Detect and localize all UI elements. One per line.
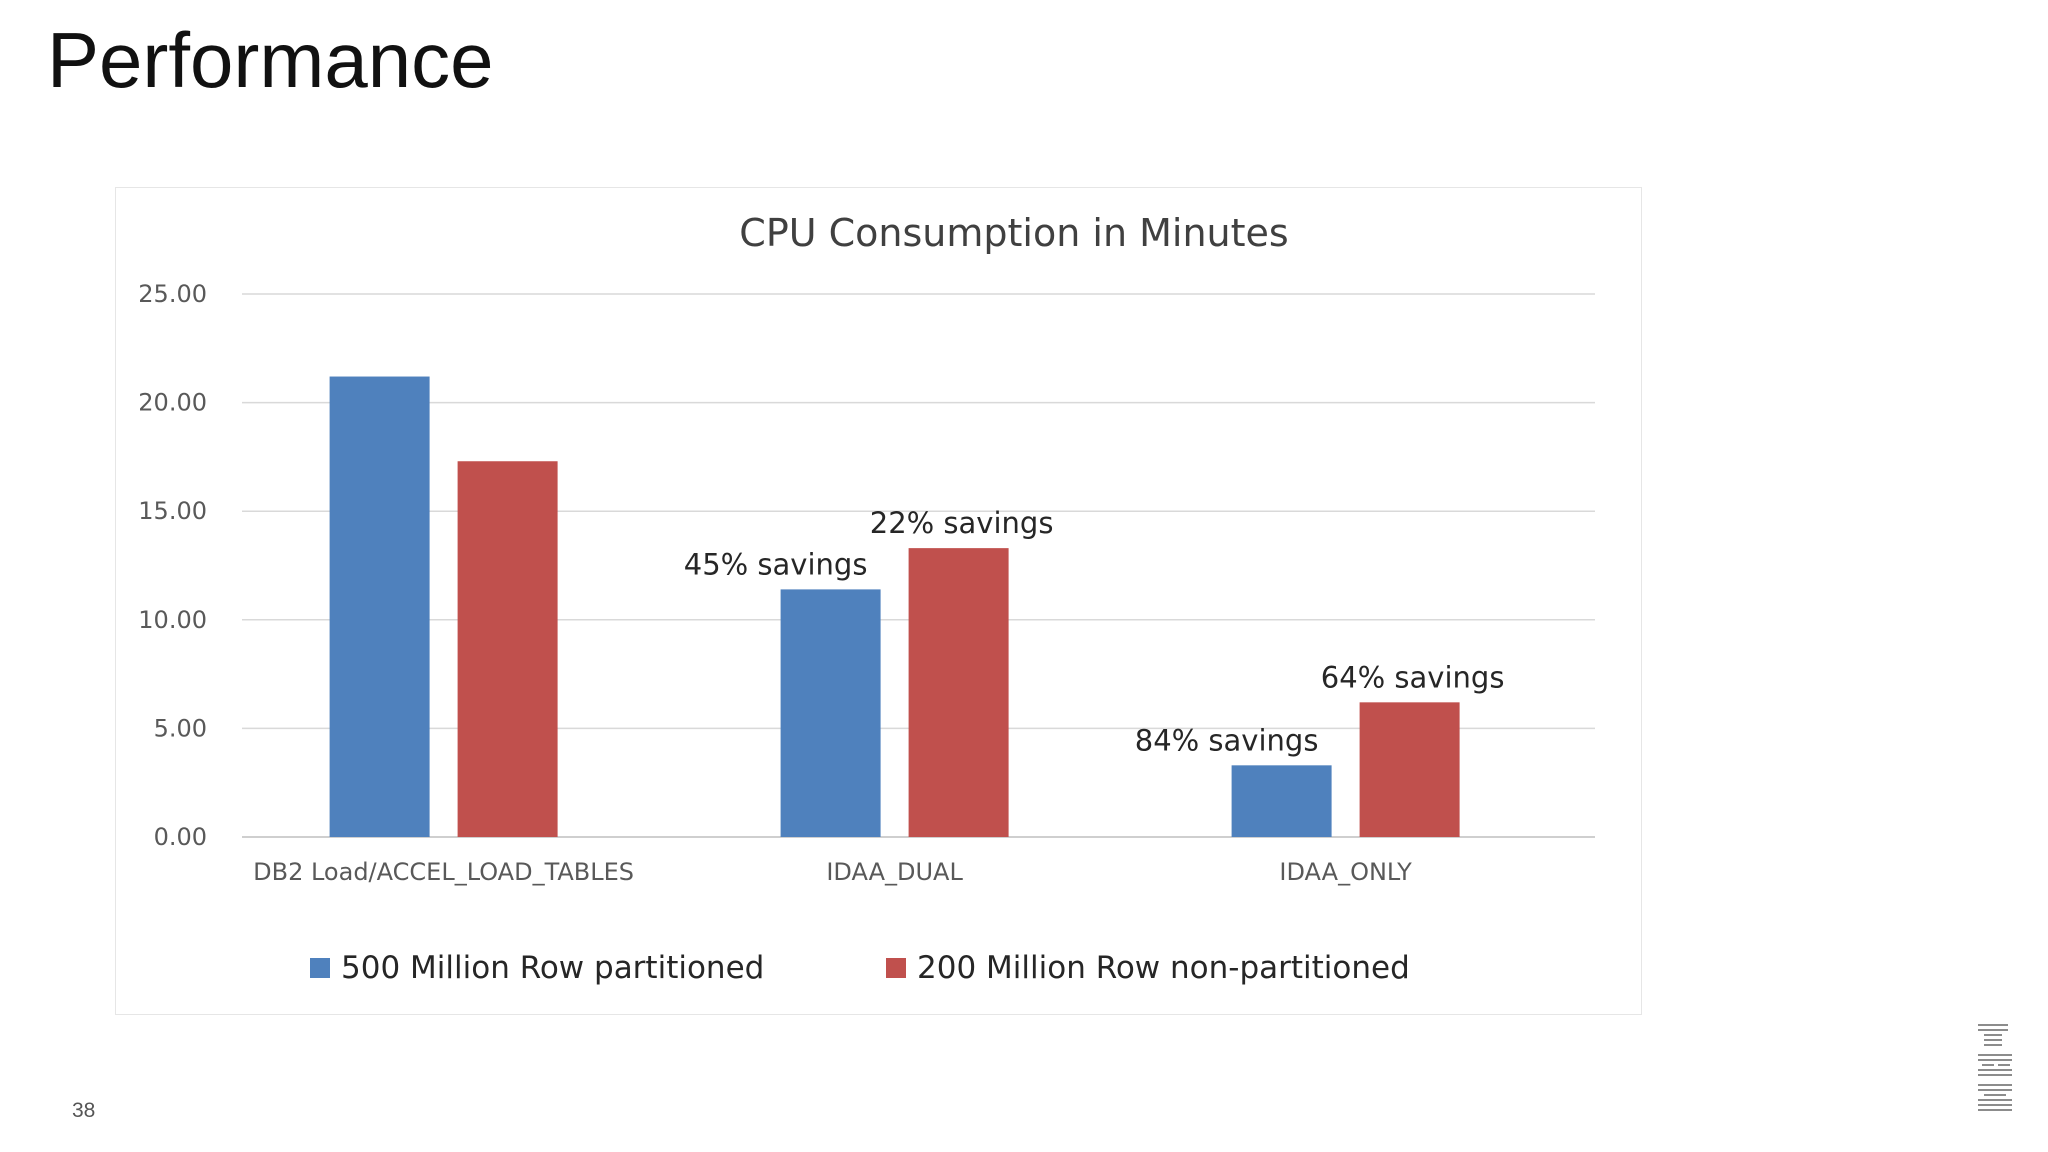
bar-partitioned (780, 589, 881, 837)
savings-annotation: 22% savings (870, 506, 1054, 540)
slide-title: Performance (47, 16, 494, 104)
y-tick-label: 5.00 (154, 714, 207, 742)
y-axis-ticks: 0.00 5.00 10.00 15.00 20.00 25.00 (138, 280, 207, 851)
legend-swatch (886, 958, 906, 978)
savings-annotation: 64% savings (1321, 660, 1505, 694)
savings-annotation: 84% savings (1135, 723, 1319, 757)
page-number: 38 (72, 1099, 96, 1122)
ibm-logo (1978, 1024, 2012, 1111)
y-tick-label: 20.00 (138, 389, 207, 417)
y-tick-label: 0.00 (154, 823, 207, 851)
y-tick-label: 15.00 (138, 497, 207, 525)
chart-title: CPU Consumption in Minutes (739, 211, 1288, 255)
x-tick-label: IDAA_ONLY (1279, 858, 1412, 886)
legend-label: 500 Million Row partitioned (341, 950, 764, 986)
bar-non-partitioned (457, 461, 558, 837)
bar-partitioned (329, 376, 430, 837)
y-tick-label: 25.00 (138, 280, 207, 308)
x-tick-label: DB2 Load/ACCEL_LOAD_TABLES (253, 858, 634, 886)
bar-non-partitioned (1359, 702, 1460, 837)
x-tick-label: IDAA_DUAL (826, 858, 963, 886)
x-axis-ticks: DB2 Load/ACCEL_LOAD_TABLES IDAA_DUAL IDAA_… (253, 858, 1412, 886)
legend-label: 200 Million Row non-partitioned (917, 950, 1410, 986)
bars (329, 376, 1460, 837)
y-tick-label: 10.00 (138, 606, 207, 634)
bar-non-partitioned (908, 548, 1009, 837)
legend-swatch (310, 958, 330, 978)
legend: 500 Million Row partitioned 200 Million R… (310, 950, 1410, 986)
bar-partitioned (1231, 765, 1332, 837)
savings-annotation: 45% savings (684, 547, 868, 581)
